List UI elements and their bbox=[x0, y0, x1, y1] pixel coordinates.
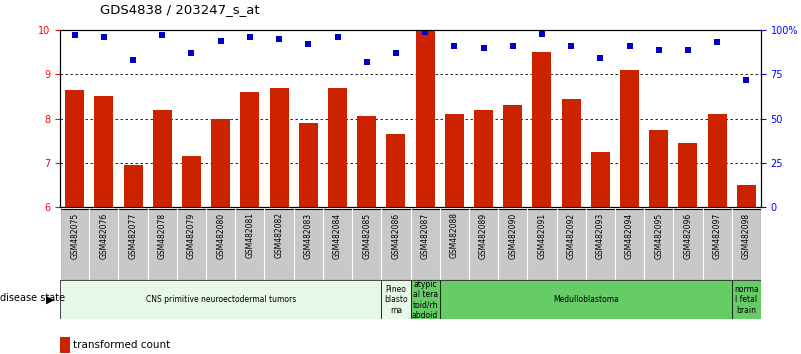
Text: GSM482098: GSM482098 bbox=[742, 212, 751, 258]
Text: GSM482089: GSM482089 bbox=[479, 212, 488, 258]
Text: atypic
al tera
toid/rh
abdoid: atypic al tera toid/rh abdoid bbox=[412, 280, 438, 320]
Text: GSM482077: GSM482077 bbox=[129, 212, 138, 259]
Point bbox=[448, 43, 461, 49]
Text: GSM482080: GSM482080 bbox=[216, 212, 225, 258]
Text: Medulloblastoma: Medulloblastoma bbox=[553, 295, 618, 304]
Text: GSM482090: GSM482090 bbox=[508, 212, 517, 259]
Bar bbox=[211, 119, 230, 207]
Text: GSM482083: GSM482083 bbox=[304, 212, 313, 258]
Text: GSM482095: GSM482095 bbox=[654, 212, 663, 259]
Text: GSM482076: GSM482076 bbox=[99, 212, 108, 259]
Point bbox=[68, 33, 81, 38]
Bar bbox=[386, 134, 405, 207]
Bar bbox=[153, 110, 171, 207]
Point bbox=[98, 34, 111, 40]
Text: GSM482085: GSM482085 bbox=[362, 212, 371, 258]
Point bbox=[185, 50, 198, 56]
Text: GSM482079: GSM482079 bbox=[187, 212, 196, 259]
Bar bbox=[357, 116, 376, 207]
Point bbox=[740, 77, 753, 82]
Point bbox=[244, 34, 256, 40]
Point bbox=[127, 57, 139, 63]
Bar bbox=[650, 130, 668, 207]
Bar bbox=[732, 280, 761, 319]
Point bbox=[594, 56, 606, 61]
Point bbox=[272, 36, 285, 42]
Bar bbox=[707, 114, 727, 207]
Text: GSM482087: GSM482087 bbox=[421, 212, 429, 258]
Bar bbox=[445, 114, 464, 207]
Point bbox=[477, 45, 490, 51]
Text: CNS primitive neuroectodermal tumors: CNS primitive neuroectodermal tumors bbox=[146, 295, 296, 304]
Text: disease state: disease state bbox=[0, 293, 65, 303]
Text: GSM482082: GSM482082 bbox=[275, 212, 284, 258]
Bar bbox=[591, 152, 610, 207]
Point bbox=[710, 40, 723, 45]
Point bbox=[506, 43, 519, 49]
Bar bbox=[240, 92, 260, 207]
Point bbox=[623, 43, 636, 49]
Bar bbox=[381, 280, 410, 319]
Text: GSM482094: GSM482094 bbox=[625, 212, 634, 259]
Bar bbox=[299, 123, 318, 207]
Point bbox=[360, 59, 373, 65]
Bar bbox=[123, 165, 143, 207]
Bar bbox=[737, 185, 756, 207]
Text: GSM482075: GSM482075 bbox=[70, 212, 79, 259]
Point bbox=[682, 47, 694, 52]
Point bbox=[156, 33, 169, 38]
Bar bbox=[60, 280, 381, 319]
Text: GSM482096: GSM482096 bbox=[683, 212, 692, 259]
Bar bbox=[503, 105, 522, 207]
Point bbox=[565, 43, 578, 49]
Text: GDS4838 / 203247_s_at: GDS4838 / 203247_s_at bbox=[100, 3, 260, 16]
Text: GSM482086: GSM482086 bbox=[392, 212, 400, 258]
Point bbox=[652, 47, 665, 52]
Text: GSM482091: GSM482091 bbox=[537, 212, 546, 258]
Bar bbox=[95, 96, 114, 207]
Text: transformed count: transformed count bbox=[73, 340, 170, 350]
Text: GSM482092: GSM482092 bbox=[566, 212, 576, 258]
Bar bbox=[410, 280, 440, 319]
Bar bbox=[60, 209, 761, 280]
Text: GSM482084: GSM482084 bbox=[333, 212, 342, 258]
Point bbox=[536, 31, 549, 36]
Point bbox=[389, 50, 402, 56]
Point bbox=[419, 29, 432, 35]
Bar bbox=[620, 70, 639, 207]
Bar bbox=[562, 99, 581, 207]
Text: norma
l fetal
brain: norma l fetal brain bbox=[734, 285, 759, 315]
Bar bbox=[65, 90, 84, 207]
Bar bbox=[328, 88, 347, 207]
Point bbox=[215, 38, 227, 44]
Text: GSM482088: GSM482088 bbox=[450, 212, 459, 258]
Text: GSM482097: GSM482097 bbox=[713, 212, 722, 259]
Bar bbox=[678, 143, 698, 207]
Point bbox=[302, 41, 315, 47]
Bar bbox=[533, 52, 551, 207]
Bar bbox=[182, 156, 201, 207]
Point bbox=[331, 34, 344, 40]
Bar bbox=[270, 88, 288, 207]
Bar bbox=[474, 110, 493, 207]
Text: Pineo
blasto
ma: Pineo blasto ma bbox=[384, 285, 408, 315]
Text: GSM482093: GSM482093 bbox=[596, 212, 605, 259]
Bar bbox=[416, 32, 435, 207]
Text: GSM482078: GSM482078 bbox=[158, 212, 167, 258]
Text: GSM482081: GSM482081 bbox=[245, 212, 255, 258]
Text: ▶: ▶ bbox=[46, 295, 54, 305]
Bar bbox=[440, 280, 732, 319]
